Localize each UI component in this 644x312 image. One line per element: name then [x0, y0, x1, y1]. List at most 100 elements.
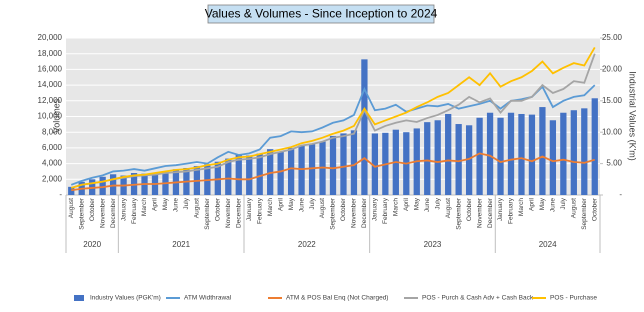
- y-tick-label: 18,000: [38, 49, 63, 58]
- x-tick-label: September: [204, 197, 211, 230]
- y2-tick-label: 10.00: [602, 127, 623, 136]
- bar: [507, 112, 515, 195]
- bar: [434, 120, 441, 195]
- x-tick-label: February: [382, 197, 389, 224]
- x-tick-label: March: [141, 198, 148, 216]
- chart-title: Values & Volumes - Since Inception to 20…: [205, 7, 438, 21]
- bar: [256, 153, 263, 195]
- y-tick-label: 6,000: [42, 143, 63, 152]
- x-tick-label: August: [571, 198, 578, 218]
- x-tick-label: October: [466, 197, 473, 221]
- x-tick-label: July: [309, 197, 316, 209]
- bar: [277, 151, 284, 195]
- x-tick-label: January: [497, 197, 504, 221]
- x-tick-label: December: [361, 197, 368, 228]
- y-tick-label: 2,000: [42, 174, 63, 183]
- x-tick-label: January: [372, 197, 379, 221]
- x-tick-label: June: [298, 198, 305, 212]
- x-tick-label: August: [445, 198, 452, 218]
- y2-tick-label: 15.00: [602, 96, 623, 105]
- bar: [465, 125, 473, 195]
- x-tick-label: December: [110, 197, 117, 228]
- x-tick-label: October: [591, 197, 598, 221]
- y2-axis-title: Industrial Values (K'm): [628, 71, 638, 161]
- x-tick-label: November: [476, 197, 483, 228]
- y-tick-label: 10,000: [38, 112, 63, 121]
- y2-tick-label: 20.00: [602, 65, 623, 74]
- bar: [424, 122, 431, 195]
- y-axis-title: Volumes: [51, 98, 61, 133]
- group-label: 2023: [424, 240, 442, 249]
- x-tick-label: August: [68, 198, 75, 218]
- bar: [560, 112, 567, 195]
- line: [71, 152, 596, 192]
- x-tick-label: March: [393, 198, 400, 216]
- x-tick-label: July: [434, 197, 441, 209]
- x-tick-label: June: [173, 198, 180, 212]
- x-tick-label: November: [225, 197, 232, 228]
- x-tick-label: October: [340, 197, 347, 221]
- group-label: 2020: [83, 240, 101, 249]
- bar: [445, 113, 452, 195]
- bar: [329, 135, 337, 195]
- x-tick-label: May: [162, 197, 169, 210]
- y-tick-label: 14,000: [38, 80, 63, 89]
- x-tick-label: December: [487, 197, 494, 228]
- y2-tick-label: -: [619, 190, 622, 199]
- bar: [109, 174, 117, 195]
- x-tick-label: June: [424, 198, 431, 212]
- bar: [267, 149, 274, 195]
- bar: [591, 98, 598, 195]
- group-label: 2022: [298, 240, 316, 249]
- bar: [361, 59, 368, 195]
- group-label: 2021: [172, 240, 190, 249]
- bar: [528, 114, 536, 195]
- title-box: [207, 4, 435, 24]
- x-tick-label: May: [539, 197, 546, 210]
- legend-label: ATM & POS Bal Enq (Not Charged): [286, 295, 388, 302]
- x-tick-label: September: [581, 197, 588, 230]
- x-tick-label: September: [455, 197, 462, 230]
- bar: [246, 155, 253, 195]
- x-tick-label: January: [120, 197, 127, 221]
- bar: [455, 124, 462, 195]
- x-tick-label: April: [403, 197, 410, 211]
- y2-tick-label: 5.00: [606, 159, 622, 168]
- x-tick-label: March: [518, 198, 525, 216]
- legend-label: POS - Purch & Cash Adv + Cash Back: [422, 295, 534, 302]
- bar: [68, 186, 75, 195]
- bar: [371, 133, 379, 195]
- bar: [497, 117, 504, 195]
- line: [70, 46, 596, 189]
- x-tick-label: February: [256, 197, 263, 224]
- x-tick-label: July: [560, 197, 567, 209]
- x-tick-label: May: [288, 197, 295, 210]
- x-tick-label: April: [277, 197, 284, 211]
- x-tick-label: March: [267, 198, 274, 216]
- x-tick-label: June: [550, 198, 557, 212]
- bar: [581, 108, 588, 195]
- bar: [340, 133, 347, 195]
- bar: [235, 154, 242, 195]
- bar: [287, 147, 295, 195]
- x-tick-label: December: [235, 197, 242, 228]
- bar: [308, 144, 316, 195]
- bar: [570, 110, 577, 195]
- x-tick-label: April: [152, 197, 159, 211]
- x-tick-label: February: [508, 197, 515, 224]
- bar: [225, 158, 232, 195]
- bar: [486, 112, 494, 195]
- y-tick-label: 4,000: [42, 159, 63, 168]
- x-tick-label: November: [99, 197, 106, 228]
- x-tick-label: October: [89, 197, 96, 221]
- x-tick-label: August: [194, 198, 201, 218]
- y-tick-label: 20,000: [38, 33, 63, 42]
- group-label: 2024: [539, 240, 557, 249]
- y-tick-label: -: [59, 190, 62, 199]
- legend-label: ATM Widthrawal: [184, 295, 232, 302]
- x-tick-label: July: [183, 197, 190, 209]
- y-tick-label: 16,000: [38, 65, 63, 74]
- bar: [99, 176, 106, 195]
- bar: [350, 130, 358, 195]
